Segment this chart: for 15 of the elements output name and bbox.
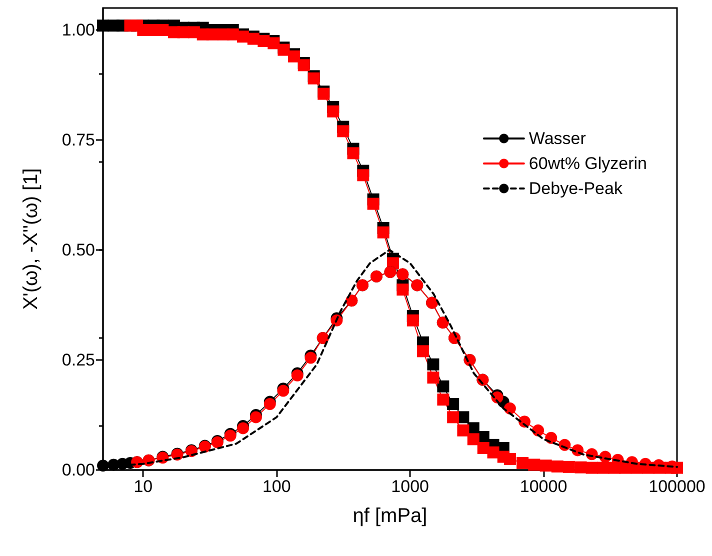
x-tick-label: 100000: [648, 477, 706, 496]
legend-label: Debye-Peak: [528, 179, 623, 198]
y-axis-title: X'(ω), -X''(ω) [1]: [20, 168, 42, 310]
x-tick-label: 10000: [520, 477, 568, 496]
y-tick-label: 0.75: [62, 130, 95, 150]
legend-label: Wasser: [528, 129, 586, 148]
y-tick-label: 1.00: [62, 20, 95, 40]
x-tick-label: 100: [262, 477, 291, 496]
y-tick-label: 0.25: [62, 350, 95, 370]
x-axis-title: ηf [mPa]: [352, 505, 428, 527]
y-tick-label: 0.00: [62, 460, 95, 480]
legend-label: 60wt% Glyzerin: [528, 154, 648, 173]
x-tick-label: 1000: [391, 477, 429, 496]
x-tick-label: 10: [134, 477, 153, 496]
y-tick-label: 0.50: [62, 240, 95, 260]
